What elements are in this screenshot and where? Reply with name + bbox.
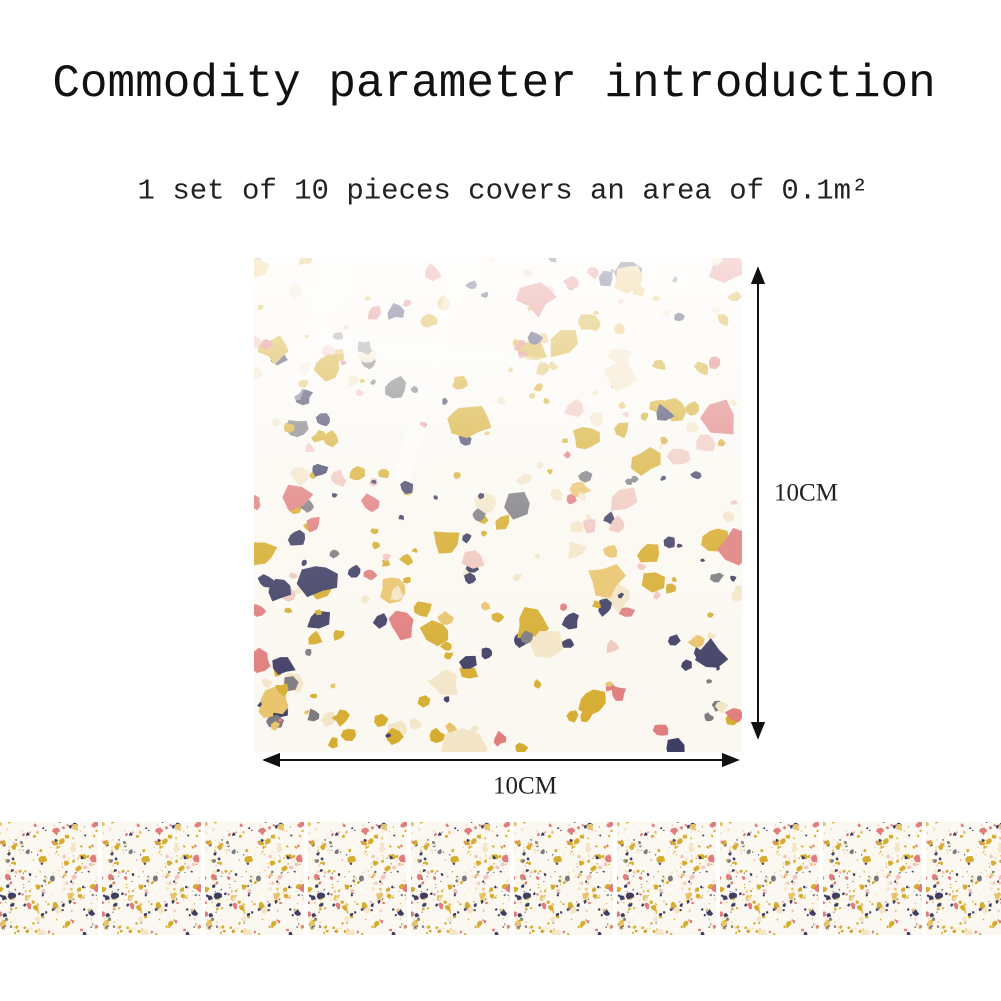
tile-base <box>308 822 407 935</box>
small-tile <box>823 822 922 935</box>
tile-base <box>617 822 716 935</box>
small-tile <box>514 822 613 935</box>
reflection <box>275 258 355 400</box>
tile-base <box>411 822 510 935</box>
width-label: 10CM <box>493 773 557 800</box>
tile-glare <box>254 258 742 752</box>
height-label: 10CM <box>774 480 838 507</box>
small-tile <box>926 822 1001 935</box>
small-tile <box>102 822 201 935</box>
small-tile <box>0 822 98 935</box>
small-tile <box>411 822 510 935</box>
small-tile <box>205 822 304 935</box>
tile-base <box>0 822 98 935</box>
tile-base <box>514 822 613 935</box>
title: Commodity parameter introduction <box>52 58 935 110</box>
tile-base <box>205 822 304 935</box>
reflection <box>393 258 472 480</box>
tile-strip <box>0 822 1001 935</box>
small-tile <box>308 822 407 935</box>
tile-base <box>720 822 819 935</box>
tile-base <box>102 822 201 935</box>
reflection <box>305 330 560 380</box>
small-tile <box>617 822 716 935</box>
tile-base <box>823 822 922 935</box>
subtitle: 1 set of 10 pieces covers an area of 0.1… <box>138 175 869 208</box>
small-tile <box>720 822 819 935</box>
main-tile <box>254 258 742 752</box>
